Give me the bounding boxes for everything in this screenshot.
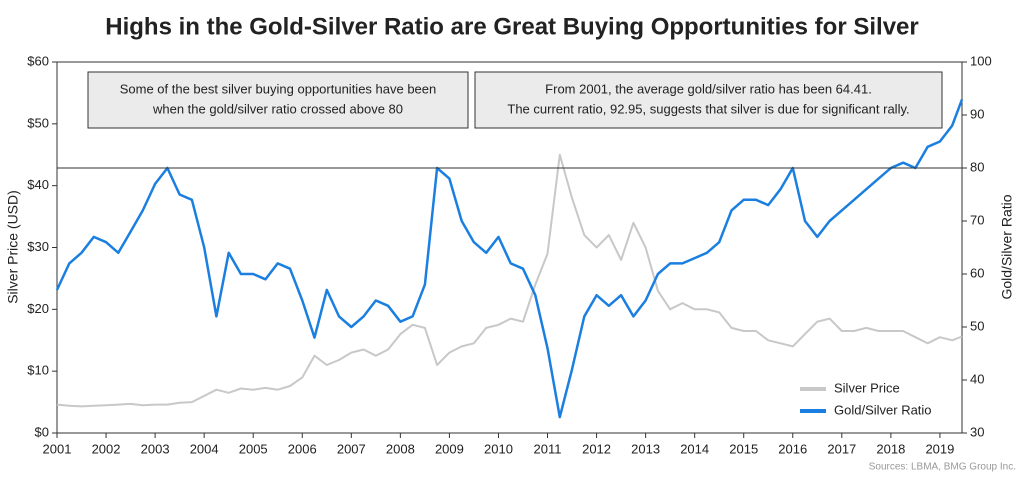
source: Sources: LBMA, BMG Group Inc.	[869, 462, 1016, 473]
x-tick-label: 2013	[631, 441, 660, 456]
y2-tick-label: 30	[970, 424, 984, 439]
y2-axis-label: Gold/Silver Ratio	[999, 194, 1015, 299]
annotation-box	[474, 71, 943, 129]
y2-tick-label: 100	[970, 53, 992, 68]
legend-label: Silver Price	[834, 380, 900, 395]
x-tick-label: 2010	[484, 441, 513, 456]
x-tick-label: 2003	[141, 441, 170, 456]
y-tick-label: $10	[27, 363, 49, 378]
annotation-text: From 2001, the average gold/silver ratio…	[545, 81, 872, 96]
x-tick-label: 2015	[729, 441, 758, 456]
legend-label: Gold/Silver Ratio	[834, 402, 932, 417]
x-tick-label: 2018	[876, 441, 905, 456]
x-tick-label: 2008	[386, 441, 415, 456]
annotation-text: when the gold/silver ratio crossed above…	[152, 101, 403, 116]
x-tick-label: 2012	[582, 441, 611, 456]
x-tick-label: 2016	[778, 441, 807, 456]
annotation-box	[87, 71, 469, 129]
y-tick-label: $60	[27, 53, 49, 68]
y2-tick-label: 70	[970, 212, 984, 227]
x-tick-label: 2001	[43, 441, 72, 456]
annotation-text: The current ratio, 92.95, suggests that …	[507, 101, 909, 116]
series-line	[55, 98, 964, 419]
y2-tick-label: 60	[970, 265, 984, 280]
y2-tick-label: 80	[970, 159, 984, 174]
x-tick-label: 2007	[337, 441, 366, 456]
x-tick-label: 2002	[92, 441, 121, 456]
y2-tick-label: 40	[970, 371, 984, 386]
x-tick-label: 2004	[190, 441, 219, 456]
annotation-text: Some of the best silver buying opportuni…	[120, 81, 437, 96]
y-tick-label: $40	[27, 177, 49, 192]
x-tick-label: 2019	[925, 441, 954, 456]
y2-tick-label: 90	[970, 106, 984, 121]
x-tick-label: 2011	[534, 441, 562, 456]
y-tick-label: $50	[27, 115, 49, 130]
y-tick-label: $0	[35, 424, 49, 439]
x-tick-label: 2009	[435, 441, 464, 456]
chart-title: Highs in the Gold-Silver Ratio are Great…	[105, 13, 918, 40]
y-tick-label: $30	[27, 239, 49, 254]
x-tick-label: 2014	[680, 441, 709, 456]
x-tick-label: 2005	[239, 441, 268, 456]
y-tick-label: $20	[27, 301, 49, 316]
y2-tick-label: 50	[970, 318, 984, 333]
series-line	[56, 153, 963, 408]
x-tick-label: 2017	[827, 441, 856, 456]
x-tick-label: 2006	[288, 441, 317, 456]
y-axis-label: Silver Price (USD)	[5, 190, 21, 304]
